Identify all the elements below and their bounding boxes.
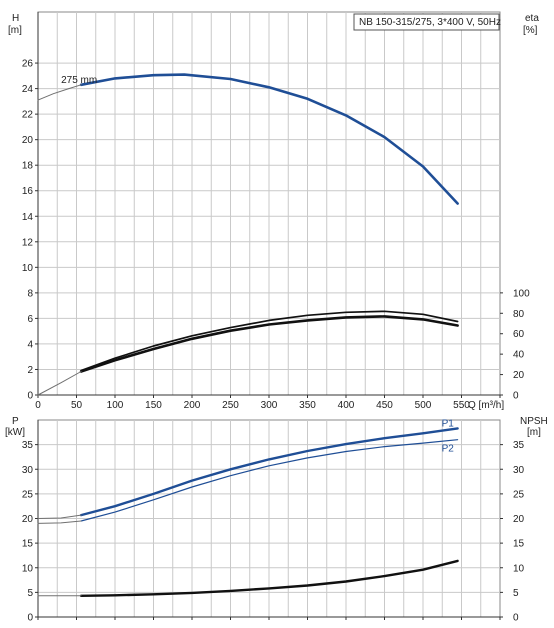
x-tick-label: 50 (71, 400, 83, 411)
bottom-right-tick-label: 30 (513, 465, 525, 476)
bottom-left-tick-label: 20 (22, 514, 34, 525)
legend-p1: P1 (442, 418, 455, 429)
xlabel-q: Q [m³/h] (468, 400, 504, 411)
bottom-right-tick-label: 10 (513, 563, 525, 574)
top-series-0 (79, 73, 459, 205)
top-series-2 (80, 310, 459, 372)
top-left-tick-label: 22 (22, 110, 34, 121)
top-series-3 (79, 315, 459, 373)
x-tick-label: 0 (35, 400, 41, 411)
top-left-tick-label: 14 (22, 212, 34, 223)
bottom-right-tick-label: 5 (513, 588, 519, 599)
x-tick-label: 300 (261, 400, 278, 411)
x-tick-label: 150 (145, 400, 162, 411)
ylabel-npsh: NPSH (520, 416, 548, 427)
bottom-series-4 (79, 559, 459, 597)
top-series-1 (37, 84, 82, 101)
bottom-left-tick-label: 30 (22, 465, 34, 476)
bottom-right-tick-label: 20 (513, 514, 525, 525)
bottom-right-tick-label: 25 (513, 489, 525, 500)
bottom-right-tick-label: 0 (513, 613, 519, 624)
x-tick-label: 350 (299, 400, 316, 411)
bottom-right-tick-label: 35 (513, 440, 525, 451)
x-tick-label: 450 (376, 400, 393, 411)
top-left-tick-label: 4 (27, 339, 33, 350)
x-tick-label: 550 (453, 400, 470, 411)
ylabel-p: P (12, 416, 19, 427)
bottom-left-tick-label: 35 (22, 440, 34, 451)
ylabel-eta: eta (525, 13, 539, 24)
bottom-left-tick-label: 10 (22, 563, 34, 574)
top-right-tick-label: 20 (513, 370, 525, 381)
top-right-tick-label: 40 (513, 350, 525, 361)
ylabel-npsh-unit: [m] (527, 427, 541, 438)
bottom-left-tick-label: 15 (22, 539, 34, 550)
x-tick-label: 400 (338, 400, 355, 411)
x-tick-label: 500 (415, 400, 432, 411)
bottom-left-tick-label: 5 (27, 588, 33, 599)
x-tick-label: 250 (222, 400, 239, 411)
chart-title: NB 150-315/275, 3*400 V, 50Hz (359, 17, 501, 28)
top-right-tick-label: 100 (513, 288, 530, 299)
top-left-tick-label: 10 (22, 263, 34, 274)
bottom-series-p1 (79, 427, 459, 517)
top-left-tick-label: 26 (22, 59, 34, 70)
power-npsh-chart: 0 5 10 15 20 25 30 35 0 5 10 15 20 25 30 35 P1 P2 (22, 418, 525, 623)
top-left-tick-label: 20 (22, 135, 34, 146)
ylabel-h: H (12, 13, 19, 24)
top-left-tick-label: 16 (22, 186, 34, 197)
ylabel-h-unit: [m] (8, 25, 22, 36)
ylabel-eta-unit: [%] (523, 25, 538, 36)
bottom-series-2 (37, 514, 82, 519)
top-left-tick-label: 6 (27, 314, 33, 325)
legend-p2: P2 (442, 444, 455, 455)
bottom-left-tick-label: 25 (22, 489, 34, 500)
top-left-tick-label: 8 (27, 288, 33, 299)
bottom-right-tick-label: 15 (513, 539, 525, 550)
top-left-tick-label: 12 (22, 237, 34, 248)
top-right-tick-label: 60 (513, 329, 525, 340)
x-tick-label: 200 (184, 400, 201, 411)
top-left-tick-label: 18 (22, 161, 34, 172)
top-right-tick-label: 80 (513, 309, 525, 320)
top-right-tick-label: 0 (513, 391, 519, 402)
ylabel-p-unit: [kW] (5, 427, 25, 438)
top-left-tick-label: 2 (27, 365, 33, 376)
impeller-diameter-label: 275 mm (61, 75, 97, 86)
top-left-tick-label: 0 (27, 391, 33, 402)
bottom-series-p2 (80, 439, 459, 522)
bottom-left-tick-label: 0 (27, 613, 33, 624)
bottom-series-3 (37, 520, 82, 524)
top-series-4 (37, 371, 82, 396)
top-left-tick-label: 24 (22, 84, 34, 95)
title-box (353, 13, 500, 31)
x-tick-label: 100 (107, 400, 124, 411)
